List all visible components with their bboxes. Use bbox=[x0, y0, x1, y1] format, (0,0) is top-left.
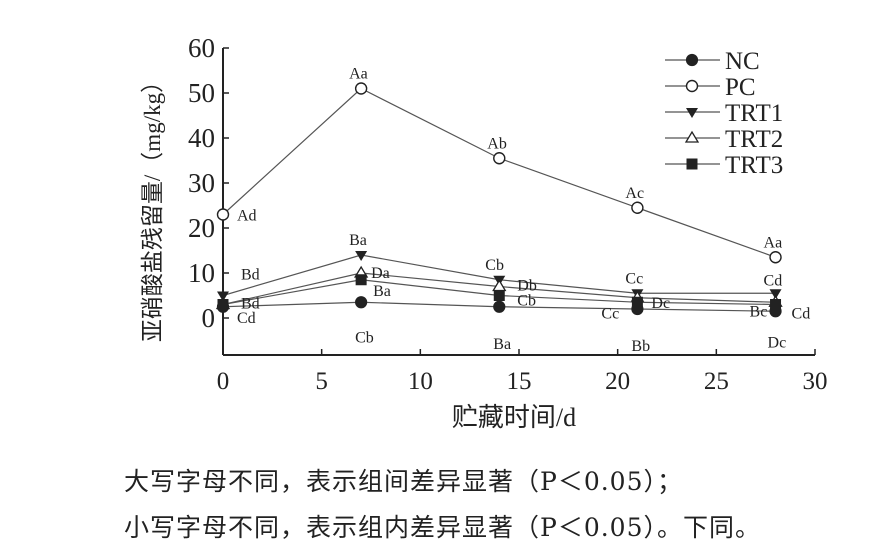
data-point-trt1 bbox=[769, 289, 782, 300]
y-axis-title: 亚硝酸盐残留量/（mg/kg） bbox=[140, 70, 165, 342]
legend-marker bbox=[684, 130, 700, 143]
data-point-trt3 bbox=[770, 299, 782, 310]
data-label: Dc bbox=[651, 295, 670, 312]
legend-marker bbox=[686, 108, 698, 118]
data-label: Ba bbox=[493, 336, 511, 353]
data-point-trt3 bbox=[493, 290, 505, 301]
data-label: Bc bbox=[750, 303, 768, 320]
data-label: Ab bbox=[487, 135, 507, 152]
x-tick-label: 20 bbox=[605, 368, 630, 395]
legend-label: TRT2 bbox=[725, 126, 783, 153]
data-label: Bd bbox=[241, 267, 260, 284]
y-tick-label: 0 bbox=[202, 303, 216, 333]
note-line-1: 大写字母不同，表示组间差异显著（P＜0.05）； bbox=[124, 467, 683, 496]
data-point-nc bbox=[355, 296, 368, 309]
data-label: Cb bbox=[517, 293, 536, 310]
data-label: Ba bbox=[349, 232, 367, 249]
data-label: Cb bbox=[355, 329, 374, 346]
data-label: Cb bbox=[485, 257, 504, 274]
data-label: Db bbox=[517, 278, 537, 295]
y-tick-label: 50 bbox=[188, 78, 215, 108]
legend-label: NC bbox=[725, 48, 760, 75]
y-tick-label: 20 bbox=[188, 213, 215, 243]
data-label: Ba bbox=[373, 283, 391, 300]
data-point-nc bbox=[493, 300, 506, 313]
data-label: Aa bbox=[349, 66, 368, 83]
legend-marker bbox=[685, 53, 699, 67]
data-label: Bd bbox=[241, 296, 260, 313]
data-point-trt1 bbox=[217, 291, 229, 302]
legend-label: PC bbox=[725, 74, 756, 101]
legend-marker bbox=[685, 79, 699, 93]
data-label: Ac bbox=[625, 185, 644, 202]
data-point-trt3 bbox=[355, 274, 367, 286]
y-tick-label: 60 bbox=[188, 33, 215, 63]
y-tick-label: 10 bbox=[188, 258, 215, 288]
note-line-2: 小写字母不同，表示组内差异显著（P＜0.05）。下同。 bbox=[124, 513, 761, 542]
data-label: Cd bbox=[792, 306, 811, 323]
data-point-trt1 bbox=[355, 251, 368, 261]
data-label: Bb bbox=[631, 338, 650, 355]
x-tick-label: 0 bbox=[217, 368, 230, 395]
y-tick-label: 40 bbox=[188, 123, 215, 153]
data-label: Dc bbox=[768, 334, 787, 351]
x-tick-label: 10 bbox=[408, 368, 433, 395]
data-point-trt3 bbox=[217, 299, 229, 310]
legend-label: TRT3 bbox=[725, 152, 783, 179]
x-tick-label: 25 bbox=[704, 368, 729, 395]
data-label: Cc bbox=[625, 270, 643, 287]
y-tick-label: 30 bbox=[188, 168, 215, 198]
x-tick-label: 15 bbox=[507, 368, 532, 395]
data-label: Cd bbox=[237, 310, 256, 327]
data-label: Cc bbox=[601, 305, 619, 322]
data-point-pc bbox=[354, 82, 368, 95]
data-label: Aa bbox=[764, 234, 783, 251]
x-tick-label: 30 bbox=[803, 368, 828, 395]
data-label: Cd bbox=[764, 272, 783, 289]
x-tick-label: 5 bbox=[315, 368, 328, 395]
legend-marker bbox=[686, 158, 698, 170]
data-point-pc bbox=[493, 152, 506, 165]
data-point-pc bbox=[631, 201, 644, 214]
data-point-pc bbox=[216, 208, 230, 221]
data-label: Ad bbox=[237, 208, 257, 225]
x-axis-title: 贮藏时间/d bbox=[452, 403, 576, 432]
data-label: Da bbox=[371, 265, 390, 282]
data-point-trt3 bbox=[631, 296, 643, 308]
data-point-pc bbox=[769, 251, 782, 264]
legend-label: TRT1 bbox=[725, 100, 783, 127]
chart-svg: 0 5 10 15 20 25 30 0 10 20 30 40 50 60 贮藏时间/d 亚硝酸盐残留量/（… bbox=[140, 33, 828, 432]
